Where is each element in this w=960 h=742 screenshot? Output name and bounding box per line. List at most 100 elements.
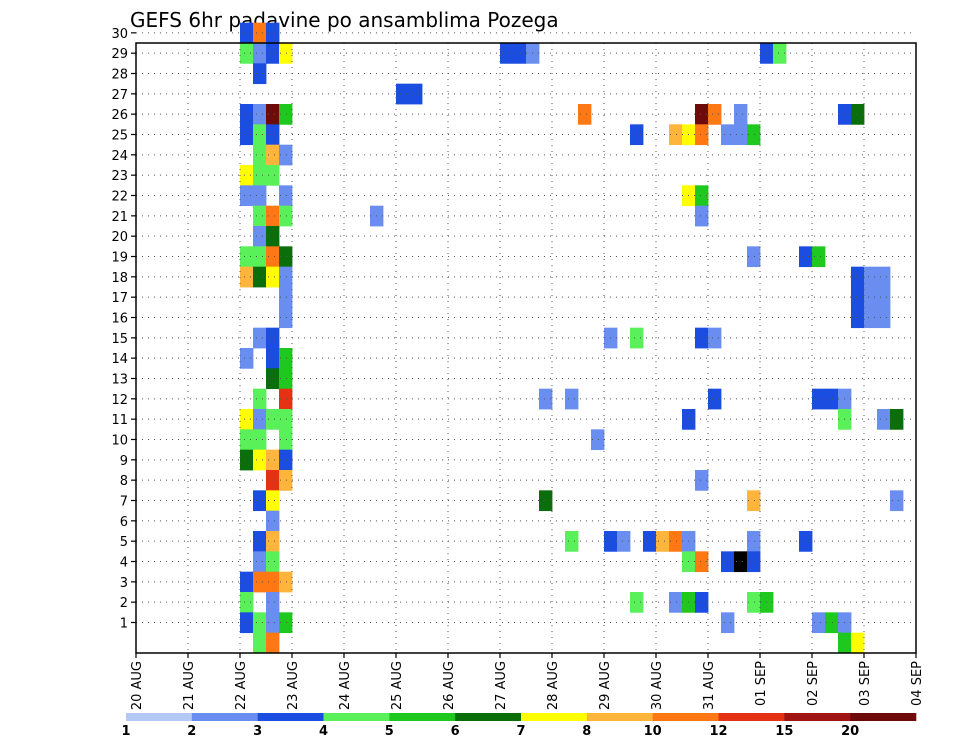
heatmap-cells: [240, 22, 904, 654]
heatmap-cell: [240, 409, 254, 430]
heatmap-cell: [708, 388, 722, 410]
y-tick-label: 27: [111, 88, 128, 103]
y-tick-label: 21: [111, 210, 128, 225]
heatmap-cell: [851, 266, 865, 288]
heatmap-cell: [279, 287, 293, 308]
heatmap-cell: [734, 124, 748, 146]
heatmap-cell: [799, 531, 813, 552]
heatmap-cell: [279, 449, 293, 471]
x-tick-label: 20 AUG: [130, 661, 145, 710]
heatmap-cell: [500, 43, 514, 64]
x-tick-label: 25 AUG: [390, 661, 405, 710]
heatmap-cell: [838, 632, 852, 654]
colorbar-segment: [784, 713, 851, 721]
y-tick-label: 10: [111, 434, 128, 449]
y-tick-label: 17: [111, 291, 128, 306]
heatmap-cell: [825, 612, 839, 634]
heatmap-cell: [266, 449, 280, 471]
x-tick-label: 02 SEP: [806, 661, 821, 706]
y-tick-label: 13: [111, 373, 128, 388]
x-tick-label: 24 AUG: [338, 661, 353, 710]
y-tick-label: 6: [120, 515, 128, 530]
y-tick-label: 16: [111, 312, 128, 327]
heatmap-cell: [240, 124, 254, 146]
heatmap-cell: [266, 571, 280, 593]
colorbar-label: 4: [319, 724, 328, 739]
heatmap-cell: [266, 246, 280, 268]
heatmap-cell: [864, 266, 878, 288]
y-tick-label: 8: [120, 474, 128, 489]
y-tick-label: 26: [111, 108, 128, 123]
heatmap-cell: [851, 104, 865, 125]
heatmap-cell: [539, 490, 553, 512]
heatmap-cell: [240, 612, 254, 634]
colorbar-label: 20: [841, 724, 859, 739]
heatmap-cell: [643, 531, 657, 552]
colorbar-label: 8: [582, 724, 591, 739]
colorbar-segment: [455, 713, 522, 721]
heatmap-cell: [851, 287, 865, 308]
heatmap-cell: [253, 551, 267, 573]
colorbar-label: 1: [121, 724, 130, 739]
heatmap-cell: [279, 409, 293, 430]
heatmap-cell: [890, 409, 904, 430]
heatmap-cell: [253, 22, 267, 44]
heatmap-cell: [240, 43, 254, 64]
colorbar-segment: [191, 713, 258, 721]
colorbar-label: 12: [709, 724, 727, 739]
y-tick-label: 2: [120, 596, 128, 611]
heatmap-cell: [747, 551, 761, 573]
heatmap-cell: [253, 531, 267, 552]
heatmap-cell: [266, 226, 280, 247]
heatmap-cell: [266, 165, 280, 186]
colorbar: 1 2 3 4 5 6 7 8 10 12 15 20: [121, 713, 917, 739]
heatmap-cell: [721, 124, 735, 146]
heatmap-cell: [253, 144, 267, 166]
heatmap-cell: [240, 185, 254, 207]
heatmap-cell: [266, 592, 280, 613]
heatmap-cell: [695, 592, 709, 613]
heatmap-cell: [279, 185, 293, 207]
x-tick-label: 03 SEP: [858, 661, 873, 706]
heatmap-cell: [630, 327, 644, 349]
heatmap-cell: [266, 612, 280, 634]
y-tick-label: 3: [120, 576, 128, 591]
heatmap-cell: [825, 388, 839, 410]
heatmap-cell: [539, 388, 553, 410]
heatmap-cell: [279, 144, 293, 166]
heatmap-cell: [669, 531, 683, 552]
heatmap-cell: [253, 490, 267, 512]
heatmap-cell: [253, 165, 267, 186]
colorbar-segment: [586, 713, 653, 721]
heatmap-cell: [253, 327, 267, 349]
heatmap-cell: [864, 307, 878, 329]
y-tick-label: 11: [111, 413, 128, 428]
heatmap-cell: [877, 307, 891, 329]
chart-title: GEFS 6hr padavine po ansamblima Pozega: [130, 8, 559, 32]
heatmap-cell: [695, 185, 709, 207]
heatmap-cell: [877, 287, 891, 308]
heatmap-cell: [240, 449, 254, 471]
x-tick-label: 30 AUG: [650, 661, 665, 710]
x-tick-labels: 20 AUG 21 AUG 22 AUG 23 AUG 24 AUG 25 AUG 26 A…: [130, 661, 925, 710]
heatmap-cell: [253, 246, 267, 268]
x-tick-label: 28 AUG: [546, 661, 561, 710]
colorbar-segment: [389, 713, 456, 721]
colorbar-label: 3: [253, 724, 262, 739]
x-tick-label: 04 SEP: [910, 661, 925, 706]
heatmap-cell: [747, 531, 761, 552]
heatmap-cell: [630, 592, 644, 613]
heatmap-cell: [240, 104, 254, 125]
heatmap-cell: [253, 124, 267, 146]
x-tick-label: 26 AUG: [442, 661, 457, 710]
heatmap-cell: [851, 632, 865, 654]
axes: [131, 32, 917, 658]
x-tick-label: 21 AUG: [182, 661, 197, 710]
heatmap-cell: [851, 307, 865, 329]
y-tick-label: 24: [111, 149, 128, 164]
heatmap-cell: [253, 409, 267, 430]
heatmap-cell: [266, 510, 280, 532]
heatmap-cell: [734, 104, 748, 125]
heatmap-cell: [253, 449, 267, 471]
